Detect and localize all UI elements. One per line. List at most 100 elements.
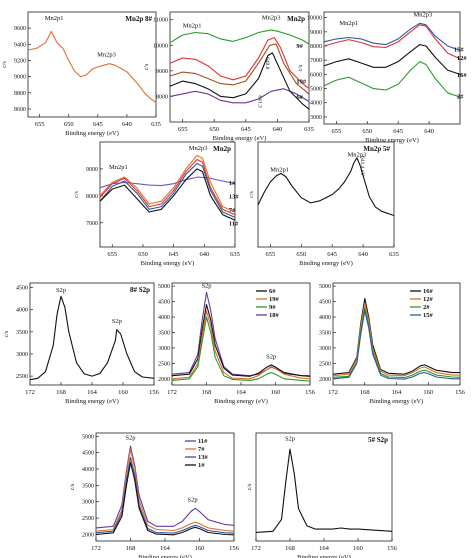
x-axis-label: Binding energy (eV) [365,137,419,144]
y-tick-label: 2000 [82,532,94,538]
x-tick-label: 645 [393,128,403,135]
x-axis-label: Binding energy (eV) [213,135,267,142]
legend-label: 9# [269,304,276,311]
y-axis-label: c/s [249,191,255,198]
peak-annotation: Mn2p3 [414,11,433,18]
peak-annotation: Mn2p1 [183,22,202,29]
y-tick-label: 10000 [153,43,168,49]
x-axis-label: Binding energy (eV) [370,398,424,405]
x-tick-label: 655 [107,251,117,258]
x-tick-label: 156 [387,545,398,552]
series-line-15 [323,22,461,51]
x-tick-label: 640 [122,121,132,128]
series-line-13 [99,158,236,216]
series-line-1 [99,176,236,189]
x-tick-label: 164 [236,389,247,396]
legend-label: 16# [423,288,434,295]
series-line-6 [169,52,310,110]
x-tick-label: 156 [149,389,160,396]
x-tick-label: 640 [199,251,209,258]
peak-annotation: Mn2p3 [189,145,208,152]
x-tick-label: 156 [305,389,316,396]
series-line [99,168,236,221]
y-tick-label: 9000 [86,167,98,173]
x-axis-label: Binding energy (eV) [138,554,192,558]
x-tick-label: 160 [195,545,205,552]
x-tick-label: 645 [327,251,337,258]
y-axis-label: c/s [247,483,253,490]
y-tick-label: 8000 [86,194,98,200]
y-tick-label: 2500 [158,361,170,367]
x-tick-label: 168 [202,389,212,396]
series-line-19 [169,43,310,95]
legend-label: 13# [229,194,240,201]
series-line-12 [323,24,461,60]
x-tick-label: 172 [328,389,338,396]
y-axis-label: c/s [298,64,304,71]
peak-annotation: Mn2p1 [339,20,358,27]
chart-panel-p6: 172 168 164 160 156 Binding energy (eV) 2500 30… [4,282,160,405]
legend-label: 6# [296,94,303,101]
x-tick-label: 635 [389,251,399,258]
series-line-7 [99,154,236,213]
plot-frame [255,432,393,542]
x-tick-label: 172 [167,389,177,396]
y-tick-label: 5000 [310,87,322,93]
y-tick-label: 9400 [14,42,26,48]
x-axis-label: Binding energy (eV) [65,130,119,137]
y-axis-label: c/s [144,63,150,70]
x-tick-label: 645 [241,126,251,133]
y-tick-label: 3000 [16,352,28,358]
y-tick-label: 4000 [310,101,322,107]
y-tick-label: 8800 [14,91,26,97]
series-line-11 [99,162,236,218]
y-tick-label: 4000 [319,315,331,321]
series-line [29,295,155,381]
series-line-18 [169,37,310,90]
panel-tag: 5# S2p [368,436,388,444]
peak-annotation: S2p [125,435,135,442]
legend-label: 16# [457,72,468,79]
x-tick-label: 645 [169,251,179,258]
y-tick-label: 4500 [158,300,170,306]
y-tick-label: 2500 [16,374,28,380]
peak-annotation: 640.8 [264,57,270,70]
y-tick-label: 2000 [158,377,170,383]
y-tick-label: 5000 [319,284,331,290]
peak-annotation: 641.3 [256,95,262,108]
y-tick-label: 5000 [82,434,94,440]
x-tick-label: 650 [362,128,372,135]
series-line-9 [169,29,310,45]
series-line [257,157,395,217]
series-line-19 [171,310,311,380]
x-tick-label: 164 [160,545,171,552]
series-line-7 [95,448,235,532]
chart-panel-p5: 655 650 645 640 635 Binding energy (eV) c/s Mn2… [249,141,399,267]
series-line-2 [323,61,461,98]
y-tick-label: 9000 [310,30,322,36]
chart-panel-p3: 655 650 645 640 Binding energy (eV) 3000 4000 5… [298,11,467,144]
y-axis-label: c/s [74,191,80,198]
y-tick-label: 4500 [82,451,94,457]
legend-label: 2# [423,304,430,311]
plot-frame [323,11,461,125]
y-tick-label: 4500 [319,300,331,306]
series-line-9 [171,316,311,382]
x-tick-label: 164 [392,389,403,396]
legend-label: 9# [296,43,303,50]
panel-tag: Mn2p 5# [363,145,390,153]
y-tick-label: 4000 [16,308,28,314]
legend-label: 6# [269,288,276,295]
legend-label: 15# [423,312,434,319]
x-tick-label: 168 [285,545,295,552]
y-tick-label: 2000 [319,377,331,383]
panel-tag: Mn2p 8# [125,15,152,23]
x-tick-label: 168 [56,389,66,396]
chart-panel-p1: 655 650 645 640 635 Binding energy (eV) 8600 88… [2,11,161,137]
x-tick-label: 635 [304,126,314,133]
chart-panel-p10: 172 168 164 160 156 Binding energy (eV) c/s S2p… [247,432,398,558]
peak-annotation: Mn2p3 [348,152,367,159]
y-tick-label: 5000 [158,284,170,290]
y-tick-label: 7000 [310,58,322,64]
x-tick-label: 640 [273,126,283,133]
